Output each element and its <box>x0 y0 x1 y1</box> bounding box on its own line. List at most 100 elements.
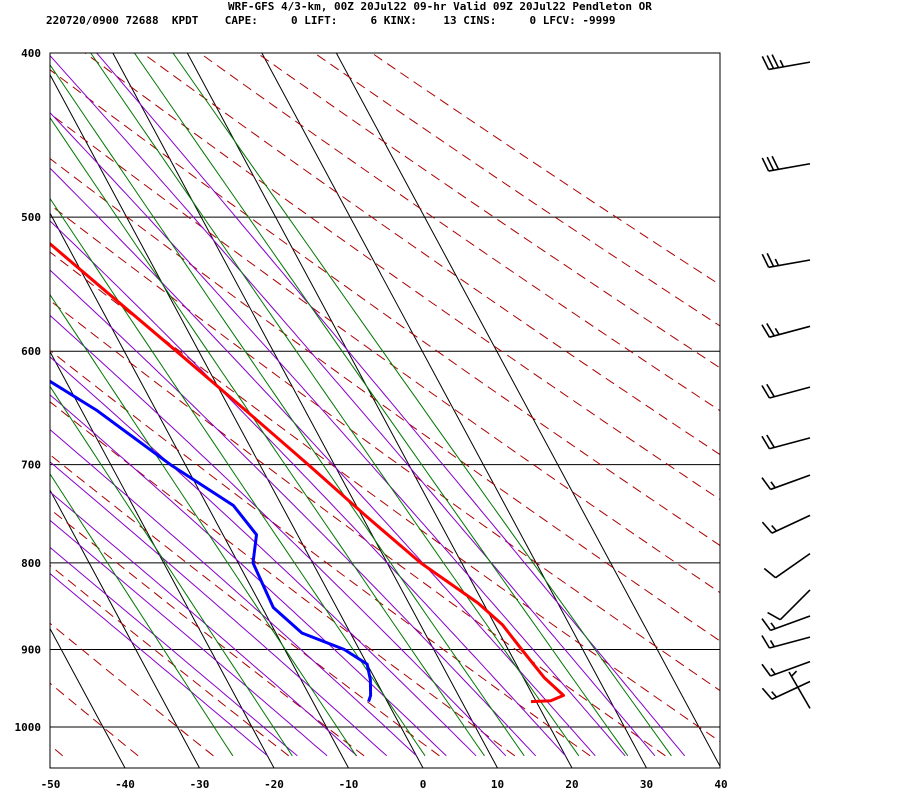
isotherm-line <box>261 53 647 768</box>
sounding-profiles <box>50 241 565 704</box>
wind-barb-staff <box>771 680 811 700</box>
wind-barb-flag <box>761 253 770 268</box>
wind-barb-flag <box>771 155 780 170</box>
wind-barb-staff <box>770 660 811 677</box>
wind-barb-staff <box>769 386 811 399</box>
wind-barb-staff <box>779 589 811 621</box>
dry-adiabat-line <box>256 53 720 369</box>
wind-barb <box>761 660 811 677</box>
wind-barb-staff <box>768 162 811 172</box>
mixing-ratio-line <box>50 385 293 757</box>
temperature-tick-label: 10 <box>491 778 504 791</box>
wind-barb <box>761 252 811 269</box>
pressure-label: 600 <box>21 345 41 358</box>
pressure-label: 500 <box>21 211 41 224</box>
isotherm-line <box>50 350 275 768</box>
wind-barb-flag <box>761 55 770 70</box>
wind-barb-staff <box>769 325 811 338</box>
wind-barb-half-flag <box>770 481 776 489</box>
temperature-profile <box>50 241 565 704</box>
plot-frame <box>49 52 721 769</box>
dry-adiabat-line <box>50 401 516 757</box>
wind-barb-flag <box>761 477 772 490</box>
moist-adiabat-line <box>50 428 417 757</box>
moist-adiabat-line <box>50 394 447 757</box>
wind-barbs <box>761 54 811 709</box>
thermodynamic-grid <box>50 53 720 768</box>
moist-adiabat-line <box>50 491 358 757</box>
dewpoint-profile <box>50 379 373 703</box>
wind-barb-half-flag <box>770 667 776 675</box>
wind-barb-staff <box>768 259 811 269</box>
wind-barb <box>761 54 811 71</box>
axis-labels: 400 500 600 700 800 900 1000 -50 -40 -30 -20 -10 0 10… <box>15 47 728 791</box>
wind-barb-flag <box>766 252 775 267</box>
pressure-label: 400 <box>21 47 41 60</box>
moist-adiabat-line <box>50 519 328 757</box>
pressure-label: 1000 <box>15 721 42 734</box>
isotherm-line <box>112 53 498 768</box>
dry-adiabat-line <box>370 53 720 286</box>
wind-barb-flag <box>766 156 775 171</box>
wind-barb-flag <box>761 687 773 700</box>
wind-barb-staff <box>768 61 811 71</box>
wind-barb-flag <box>761 635 771 649</box>
wind-barb-half-flag <box>771 525 778 532</box>
wind-barb-staff <box>769 636 811 649</box>
pressure-label: 900 <box>21 643 41 656</box>
wind-barb-flag <box>761 324 771 338</box>
pressure-label: 800 <box>21 557 41 570</box>
dry-adiabat-line <box>50 564 290 757</box>
mixing-ratio-line <box>50 472 234 757</box>
wind-barb-half-flag <box>774 327 780 336</box>
wind-barb-flag <box>766 55 775 69</box>
wind-barb <box>761 514 811 534</box>
dry-adiabat-line <box>50 299 666 757</box>
dry-adiabat-line <box>50 508 365 757</box>
mixing-ratio-line <box>50 197 426 757</box>
wind-barb-flag <box>771 54 780 69</box>
temperature-tick-label: 20 <box>565 778 578 791</box>
wind-barb <box>761 322 811 338</box>
wind-barb-half-flag <box>769 640 775 648</box>
wind-barb <box>761 155 811 172</box>
wind-barb-flag <box>763 567 777 579</box>
temperature-tick-label: 30 <box>640 778 653 791</box>
isotherm-line <box>50 489 200 768</box>
wind-barb-flag <box>766 322 775 337</box>
wind-barb <box>761 615 811 632</box>
temperature-tick-label: 40 <box>714 778 727 791</box>
isotherm-line <box>186 53 573 768</box>
isotherm-line <box>335 53 720 768</box>
temperature-tick-label: -20 <box>264 778 284 791</box>
wind-barb-flag <box>761 618 772 631</box>
wind-barb <box>788 670 811 709</box>
dry-adiabat-line <box>50 251 720 743</box>
mixing-ratio-line <box>50 293 357 757</box>
wind-barb-half-flag <box>774 258 780 266</box>
temperature-tick-label: -30 <box>190 778 210 791</box>
wind-barb-flag <box>761 521 773 534</box>
wind-barb-flag <box>766 434 775 448</box>
sounding-info-line: 220720/0900 72688 KPDT CAPE: 0 LIFT: 6 K… <box>46 14 616 27</box>
temperature-tick-label: -50 <box>41 778 61 791</box>
wind-barb-staff <box>769 437 811 450</box>
dry-adiabat-line <box>50 622 214 757</box>
dry-adiabat-line <box>50 349 591 757</box>
moist-adiabat-line <box>50 356 477 757</box>
wind-barb <box>763 552 811 579</box>
mixing-ratio-line <box>172 53 672 757</box>
wind-barb-staff <box>788 671 811 709</box>
dry-adiabat-line <box>50 204 720 692</box>
wind-barb-flag <box>766 383 775 398</box>
wind-barb-half-flag <box>779 59 785 68</box>
moist-adiabat-line <box>96 53 686 757</box>
wind-barb-staff <box>771 514 811 534</box>
mixing-ratio-line <box>50 116 485 757</box>
moist-adiabat-line <box>50 111 626 757</box>
isotherm-line <box>50 627 126 768</box>
wind-barb <box>767 589 811 621</box>
moist-adiabat-line <box>50 314 507 757</box>
wind-barb-half-flag <box>790 670 798 677</box>
